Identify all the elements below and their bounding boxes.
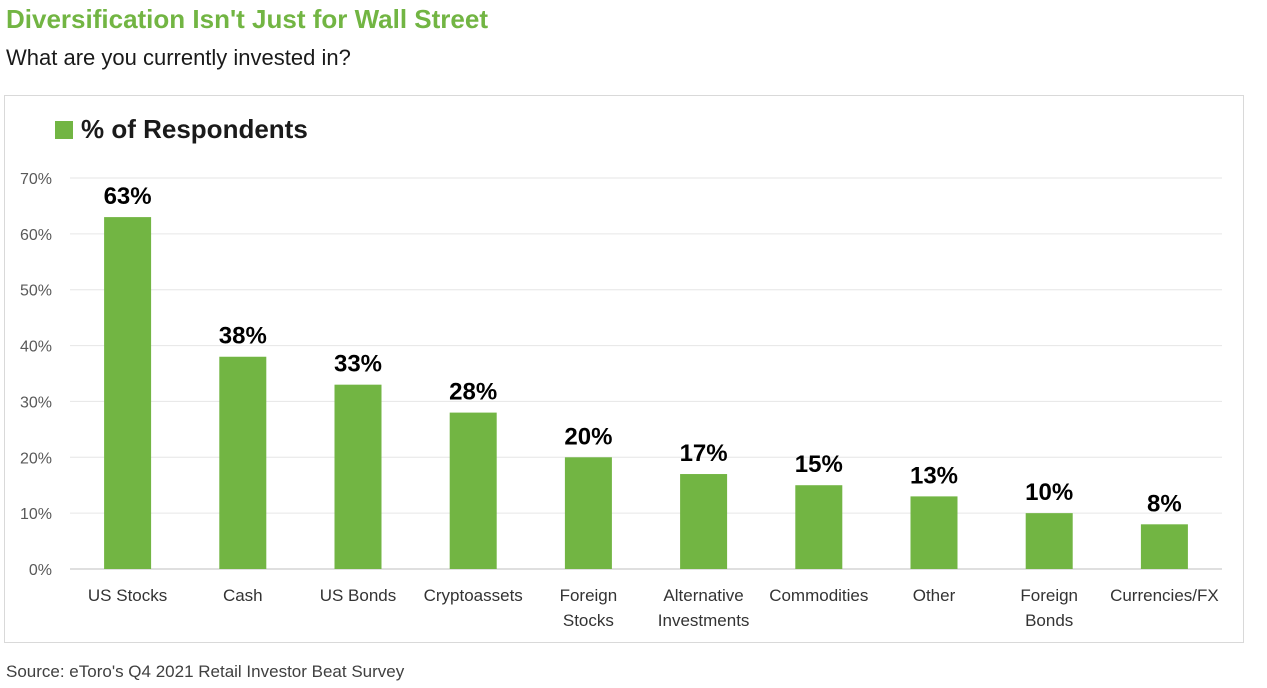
bar [1140, 524, 1188, 569]
bar [334, 384, 382, 569]
x-tick-label: Alternative [663, 586, 743, 605]
x-tick-label: Foreign [560, 586, 618, 605]
legend: % of Respondents [55, 114, 308, 145]
legend-label: % of Respondents [81, 114, 308, 144]
bar [795, 485, 843, 569]
y-tick-label: 50% [20, 283, 52, 300]
data-label: 20% [564, 423, 612, 450]
x-tick-label: Stocks [563, 611, 614, 630]
data-label: 15% [795, 451, 843, 478]
x-tick-label: Currencies/FX [1110, 586, 1219, 605]
source-note: Source: eToro's Q4 2021 Retail Investor … [6, 662, 405, 681]
y-tick-label: 40% [20, 339, 52, 356]
data-label: 63% [104, 183, 152, 210]
data-label: 33% [334, 351, 382, 378]
x-tick-label: Bonds [1025, 611, 1073, 630]
x-tick-label: Commodities [769, 586, 868, 605]
y-tick-label: 30% [20, 394, 52, 411]
data-label: 8% [1147, 490, 1182, 517]
data-label: 17% [680, 440, 728, 467]
data-label: 38% [219, 323, 267, 350]
x-tick-label: Investments [658, 611, 750, 630]
bar [104, 217, 152, 569]
chart-panel [4, 95, 1244, 643]
y-tick-label: 20% [20, 450, 52, 467]
data-label: 28% [449, 379, 497, 406]
legend-swatch [55, 120, 73, 139]
y-tick-label: 70% [20, 171, 52, 188]
data-label: 10% [1025, 479, 1073, 506]
chart-title: Diversification Isn't Just for Wall Stre… [6, 4, 488, 34]
x-tick-label: US Stocks [88, 586, 167, 605]
y-tick-label: 0% [29, 562, 52, 579]
x-tick-label: Foreign [1020, 586, 1078, 605]
x-tick-label: Other [913, 586, 956, 605]
bar [1025, 513, 1073, 569]
x-tick-label: US Bonds [320, 586, 397, 605]
bar [680, 474, 728, 569]
y-tick-label: 10% [20, 506, 52, 523]
data-label: 13% [910, 462, 958, 489]
bar [564, 457, 612, 569]
bar [219, 356, 267, 569]
bar [449, 412, 497, 569]
x-tick-label: Cash [223, 586, 263, 605]
bar [910, 496, 958, 569]
x-tick-label: Cryptoassets [424, 586, 523, 605]
y-tick-label: 60% [20, 227, 52, 244]
chart-subtitle: What are you currently invested in? [6, 45, 351, 70]
